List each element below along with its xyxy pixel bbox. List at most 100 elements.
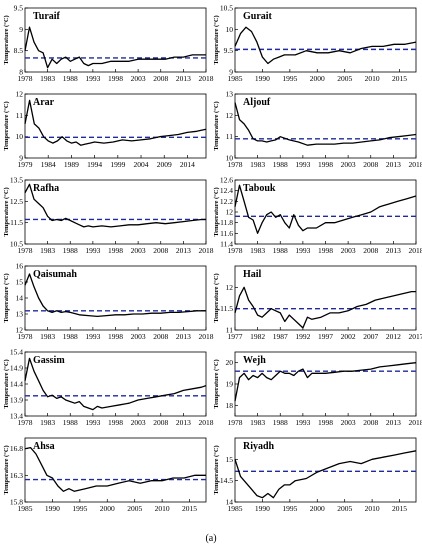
y-tick-label: 12 [226, 283, 234, 292]
x-tick-label: 2013 [176, 74, 191, 83]
station-title: Gurait [243, 11, 273, 22]
x-tick-label: 1978 [18, 74, 33, 83]
y-tick-label: 14 [16, 294, 24, 303]
y-tick-label: 12.5 [10, 197, 23, 206]
chart-hail: 11 11.5 12 1977 1982 1987 1992 1997 2002 2007 2012… [213, 265, 422, 341]
temperature-series-line [24, 446, 206, 492]
plot-frame [234, 437, 417, 503]
y-tick-label: 10 [226, 154, 234, 163]
x-tick-label: 1998 [108, 246, 123, 255]
x-tick-label: 1985 [18, 504, 33, 513]
temperature-series-line [24, 99, 207, 146]
y-tick-label: 11.5 [220, 304, 233, 313]
x-tick-label: 1989 [64, 160, 79, 169]
x-tick-label: 2018 [409, 160, 422, 169]
x-tick-label: 2008 [363, 160, 378, 169]
y-tick-label: 11 [226, 326, 233, 335]
y-tick-label: 14.9 [10, 364, 23, 373]
x-tick-label: 1978 [18, 246, 33, 255]
y-tick-label: 15.4 [10, 348, 23, 357]
chart-turaif: 8 8.5 9 9.5 1978 1983 1988 1993 1998 2003 2008 2013… [3, 4, 214, 84]
y-tick-label: 16.3 [10, 471, 23, 480]
x-tick-label: 2015 [392, 74, 407, 83]
x-tick-label: 1995 [282, 504, 297, 513]
chart-aljouf: 10 11 12 13 1978 1983 1988 1993 1998 2003 2008 2013… [213, 90, 422, 170]
x-tick-label: 2008 [363, 246, 378, 255]
station-title: Arar [33, 97, 55, 108]
station-title: Aljouf [243, 97, 271, 108]
station-title: Rafha [33, 183, 59, 194]
x-tick-label: 2013 [386, 418, 401, 427]
station-title: Gassim [33, 355, 65, 366]
chart-ahsa: 15.8 16.3 16.8 1985 1990 1995 2000 2005 2010 2015… [3, 437, 207, 513]
x-tick-label: 2003 [341, 246, 356, 255]
y-tick-label: 12.4 [220, 186, 233, 195]
station-title: Ahsa [33, 441, 55, 452]
x-tick-label: 2018 [199, 418, 214, 427]
temperature-series-line [234, 362, 417, 402]
x-tick-label: 1998 [108, 74, 123, 83]
x-tick-label: 1998 [108, 332, 123, 341]
x-tick-label: 1993 [85, 332, 100, 341]
y-tick-label: 14.5 [220, 476, 233, 485]
chart-rafha: 10.5 11.5 12.5 13.5 1978 1983 1988 1993 1998 2003… [3, 176, 214, 256]
y-axis-label: Temperature (°C) [3, 15, 10, 64]
x-tick-label: 2005 [337, 504, 352, 513]
x-tick-label: 2013 [386, 246, 401, 255]
temperature-series-line [24, 273, 206, 318]
y-tick-label: 12 [226, 208, 234, 217]
chart-arar: 9 10 11 12 1979 1984 1989 1994 1999 2004 2009 2014 T… [3, 90, 207, 169]
x-tick-label: 1985 [228, 504, 243, 513]
x-tick-label: 1998 [318, 418, 333, 427]
y-axis-label: Temperature (°C) [3, 445, 10, 494]
x-tick-label: 2003 [341, 418, 356, 427]
y-tick-label: 11.4 [220, 240, 233, 249]
y-axis-label: Temperature (°C) [3, 187, 10, 236]
y-tick-label: 9 [19, 154, 23, 163]
y-tick-label: 11.6 [220, 229, 233, 238]
x-tick-label: 2005 [127, 504, 142, 513]
x-tick-label: 2000 [310, 504, 325, 513]
x-tick-label: 1983 [250, 160, 265, 169]
x-tick-label: 2010 [155, 504, 170, 513]
x-tick-label: 2013 [176, 246, 191, 255]
x-tick-label: 1995 [72, 504, 87, 513]
y-tick-label: 19 [226, 380, 234, 389]
x-tick-label: 1978 [228, 160, 243, 169]
x-tick-label: 1999 [110, 160, 125, 169]
y-tick-label: 8.5 [14, 46, 24, 55]
x-tick-label: 2015 [182, 504, 197, 513]
x-tick-label: 1993 [295, 246, 310, 255]
y-tick-label: 13.4 [10, 412, 23, 421]
chart-qaisumah: 12 13 14 15 16 1978 1983 1988 1993 1998 2003 2008 20… [3, 262, 214, 342]
y-tick-label: 11 [16, 111, 23, 120]
y-tick-label: 12 [16, 90, 24, 99]
x-tick-label: 2008 [363, 418, 378, 427]
x-tick-label: 1978 [18, 418, 33, 427]
x-tick-label: 1988 [63, 246, 78, 255]
chart-gassim: 13.4 13.9 14.4 14.9 15.4 1978 1983 1988 1993 1998… [3, 348, 214, 428]
y-tick-label: 16 [16, 262, 24, 271]
temperature-series-line [234, 450, 417, 499]
station-title: Turaif [33, 11, 61, 22]
x-tick-label: 1983 [40, 74, 55, 83]
y-axis-label: Temperature (°C) [213, 445, 220, 494]
y-tick-label: 10.5 [10, 240, 23, 249]
x-tick-label: 1978 [228, 246, 243, 255]
x-tick-label: 1983 [40, 418, 55, 427]
x-tick-label: 2015 [392, 504, 407, 513]
y-tick-label: 10.5 [220, 4, 233, 13]
x-tick-label: 1990 [255, 504, 270, 513]
station-title: Qaisumah [33, 269, 77, 280]
x-tick-label: 1983 [250, 246, 265, 255]
y-axis-label: Temperature (°C) [213, 273, 220, 322]
y-tick-label: 14.4 [10, 380, 23, 389]
y-axis-label: Temperature (°C) [213, 187, 220, 236]
y-tick-label: 11.8 [220, 218, 233, 227]
x-tick-label: 1978 [228, 418, 243, 427]
x-tick-label: 1994 [87, 160, 102, 169]
temperature-series-line [234, 102, 417, 146]
temperature-series-line [234, 26, 417, 65]
y-tick-label: 14 [226, 498, 234, 507]
x-tick-label: 1993 [295, 418, 310, 427]
